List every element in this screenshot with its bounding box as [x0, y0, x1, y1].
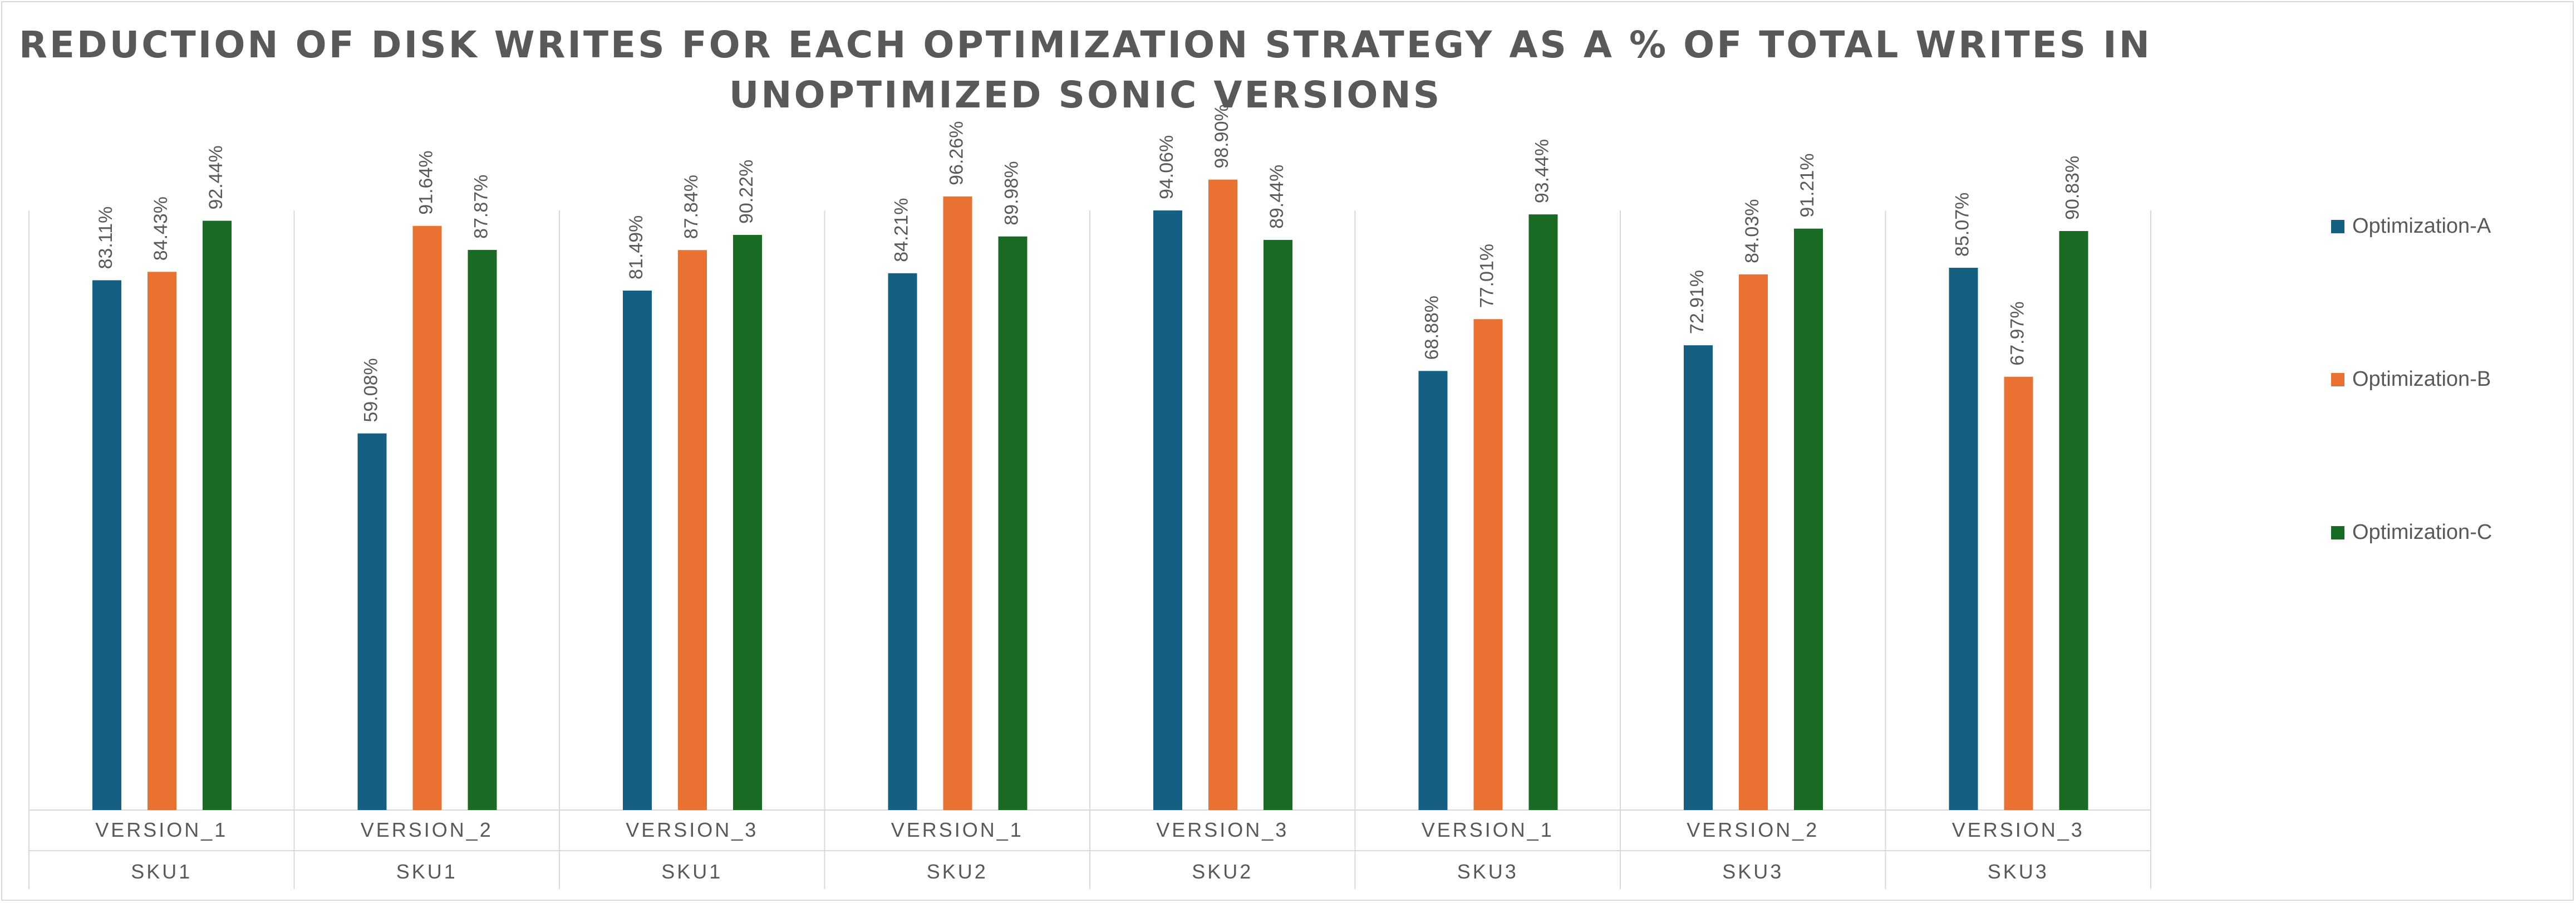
bar [148, 272, 176, 810]
bar [1418, 371, 1448, 810]
x-tick-label-version: VERSION_2 [361, 818, 493, 841]
x-tick-label-version: VERSION_1 [891, 818, 1024, 841]
data-label: 81.49% [626, 215, 647, 279]
bar [733, 234, 762, 811]
legend-swatch [2331, 372, 2344, 386]
legend-label: Optimization-B [2352, 367, 2491, 391]
x-tick-label-version: VERSION_3 [1156, 818, 1289, 841]
data-label: 89.98% [1001, 161, 1022, 225]
bar [2004, 376, 2033, 810]
chart-title-line-1: REDUCTION OF DISK WRITES FOR EACH OPTIMI… [19, 23, 2152, 66]
x-tick-label-sku: SKU3 [1988, 860, 2049, 883]
x-tick-label-sku: SKU1 [131, 860, 192, 883]
data-label: 59.08% [360, 358, 381, 422]
data-label: 68.88% [1421, 296, 1442, 360]
chart-title: REDUCTION OF DISK WRITES FOR EACH OPTIMI… [0, 20, 2171, 120]
bar [1949, 267, 1978, 810]
data-label: 91.21% [1797, 153, 1818, 217]
data-label: 85.07% [1951, 193, 1973, 257]
x-tick-label-sku: SKU2 [927, 860, 988, 883]
data-label: 93.44% [1531, 139, 1552, 203]
bar [1528, 214, 1558, 810]
bar [678, 250, 707, 810]
data-label: 83.11% [95, 207, 116, 269]
data-label: 72.91% [1687, 270, 1708, 334]
x-tick-label-sku: SKU3 [1457, 860, 1518, 883]
bar [1794, 228, 1823, 810]
bar [1739, 274, 1768, 810]
bar [412, 225, 442, 811]
data-label: 89.44% [1266, 165, 1287, 229]
legend-item: Optimization-C [2331, 521, 2492, 544]
data-label: 90.22% [736, 160, 757, 224]
data-label: 67.97% [2007, 301, 2028, 365]
bar [943, 196, 972, 810]
data-label: 94.06% [1156, 135, 1177, 199]
data-label: 96.26% [946, 121, 967, 185]
legend-item: Optimization-A [2331, 214, 2491, 238]
bar [203, 220, 232, 810]
x-tick-label-version: VERSION_1 [95, 818, 228, 841]
bar [468, 249, 497, 810]
bar [998, 236, 1028, 810]
legend-label: Optimization-A [2352, 214, 2491, 238]
data-label: 87.84% [681, 175, 702, 239]
bar [1208, 179, 1237, 811]
data-label: 77.01% [1476, 244, 1497, 308]
x-tick-label-version: VERSION_3 [1952, 818, 2085, 841]
x-tick-label-version: VERSION_1 [1422, 818, 1554, 841]
data-label: 84.43% [150, 197, 171, 261]
bar [357, 433, 387, 810]
chart-title-line-2: UNOPTIMIZED SONIC VERSIONS [729, 73, 1442, 116]
bar [1153, 210, 1182, 811]
x-tick-label-version: VERSION_3 [626, 818, 758, 841]
data-label: 84.21% [891, 198, 912, 262]
bar [1684, 345, 1713, 810]
data-label: 87.87% [470, 175, 491, 239]
data-label: 90.83% [2062, 156, 2083, 220]
bar [888, 273, 917, 810]
bar [1264, 239, 1292, 810]
legend-item: Optimization-B [2331, 367, 2491, 391]
data-label: 91.64% [415, 150, 436, 214]
data-label: 92.44% [205, 145, 227, 209]
bar [1473, 319, 1503, 810]
x-tick-label-sku: SKU1 [661, 860, 722, 883]
x-tick-label-sku: SKU3 [1722, 860, 1783, 883]
x-tick-label-version: VERSION_2 [1687, 818, 1819, 841]
legend-swatch [2331, 526, 2344, 539]
legend-label: Optimization-C [2352, 521, 2493, 544]
x-tick-label-sku: SKU2 [1192, 860, 1253, 883]
bar [92, 280, 121, 810]
data-label: 98.90% [1211, 104, 1232, 168]
data-label: 84.03% [1742, 199, 1763, 263]
bar [623, 290, 652, 810]
bar [2059, 230, 2088, 811]
legend-swatch [2331, 219, 2344, 233]
x-tick-label-sku: SKU1 [396, 860, 458, 883]
